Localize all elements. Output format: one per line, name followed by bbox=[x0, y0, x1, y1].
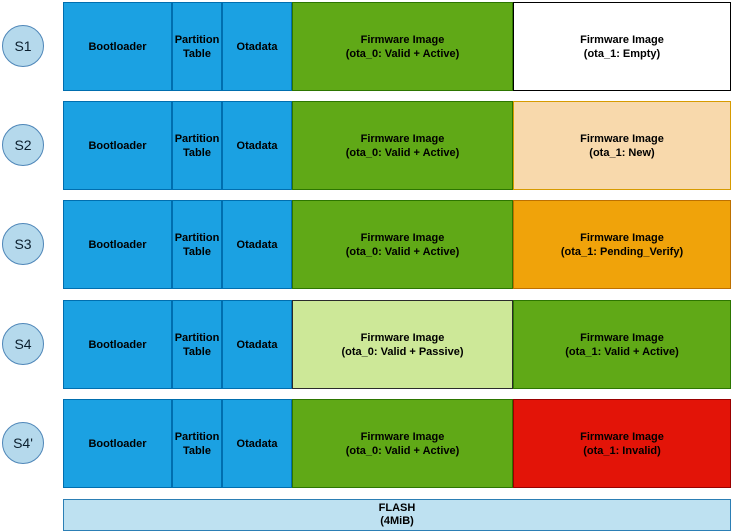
segment-label-line1: Otadata bbox=[236, 338, 278, 351]
segment-label-line2: Table bbox=[183, 146, 211, 159]
segment-label-line1: Partition bbox=[174, 430, 220, 443]
segment-label-line1: Firmware Image bbox=[580, 430, 664, 443]
segment-label-line1: Firmware Image bbox=[360, 331, 445, 344]
partition-table-segment: Partition Table bbox=[172, 2, 222, 91]
segment-label-line1: Otadata bbox=[236, 139, 278, 152]
segment-label-line2: Table bbox=[183, 345, 211, 358]
segment-label-line2: (ota_1: Invalid) bbox=[583, 444, 661, 457]
state-badge-s2: S2 bbox=[2, 124, 44, 166]
segment-label-line1: Firmware Image bbox=[360, 132, 445, 145]
firmware-ota0-segment: Firmware Image (ota_0: Valid + Passive) bbox=[292, 300, 513, 389]
segment-label-line2: (ota_0: Valid + Active) bbox=[345, 245, 460, 258]
flash-state-row-s4: Bootloader Partition Table Otadata Firmw… bbox=[63, 300, 731, 389]
segment-label-line1: Partition bbox=[174, 132, 220, 145]
segment-label-line1: Bootloader bbox=[88, 238, 147, 251]
flash-capacity-bar: FLASH (4MiB) bbox=[63, 499, 731, 531]
state-badge-s4: S4 bbox=[2, 323, 44, 365]
segment-label-line1: Firmware Image bbox=[360, 231, 445, 244]
otadata-segment: Otadata bbox=[222, 2, 292, 91]
flash-label-line2: (4MiB) bbox=[380, 515, 414, 527]
segment-label-line1: Bootloader bbox=[88, 139, 147, 152]
flash-state-row-s4-prime: Bootloader Partition Table Otadata Firmw… bbox=[63, 399, 731, 488]
bootloader-segment: Bootloader bbox=[63, 2, 172, 91]
segment-label-line1: Otadata bbox=[236, 238, 278, 251]
segment-label-line1: Partition bbox=[174, 33, 220, 46]
segment-label-line1: Bootloader bbox=[88, 338, 147, 351]
firmware-ota0-segment: Firmware Image (ota_0: Valid + Active) bbox=[292, 101, 513, 190]
firmware-ota1-segment: Firmware Image (ota_1: Invalid) bbox=[513, 399, 731, 488]
segment-label-line1: Bootloader bbox=[88, 40, 147, 53]
segment-label-line2: Table bbox=[183, 47, 211, 60]
bootloader-segment: Bootloader bbox=[63, 200, 172, 289]
firmware-ota1-segment: Firmware Image (ota_1: Empty) bbox=[513, 2, 731, 91]
partition-table-segment: Partition Table bbox=[172, 200, 222, 289]
bootloader-segment: Bootloader bbox=[63, 101, 172, 190]
flash-state-row-s3: Bootloader Partition Table Otadata Firmw… bbox=[63, 200, 731, 289]
state-badge-s4-prime: S4' bbox=[2, 422, 44, 464]
segment-label-line1: Firmware Image bbox=[360, 430, 445, 443]
firmware-ota0-segment: Firmware Image (ota_0: Valid + Active) bbox=[292, 2, 513, 91]
firmware-ota1-segment: Firmware Image (ota_1: Valid + Active) bbox=[513, 300, 731, 389]
segment-label-line2: Table bbox=[183, 444, 211, 457]
segment-label-line1: Firmware Image bbox=[580, 33, 664, 46]
segment-label-line2: (ota_0: Valid + Passive) bbox=[341, 345, 464, 358]
partition-table-segment: Partition Table bbox=[172, 399, 222, 488]
state-badge-s1: S1 bbox=[2, 25, 44, 67]
segment-label-line1: Otadata bbox=[236, 437, 278, 450]
segment-label-line1: Partition bbox=[174, 331, 220, 344]
segment-label-line2: (ota_0: Valid + Active) bbox=[345, 47, 460, 60]
otadata-segment: Otadata bbox=[222, 399, 292, 488]
segment-label-line2: (ota_0: Valid + Active) bbox=[345, 444, 460, 457]
firmware-ota0-segment: Firmware Image (ota_0: Valid + Active) bbox=[292, 200, 513, 289]
flash-state-row-s1: Bootloader Partition Table Otadata Firmw… bbox=[63, 2, 731, 91]
segment-label-line1: Firmware Image bbox=[580, 231, 664, 244]
segment-label-line2: (ota_1: New) bbox=[589, 146, 655, 159]
segment-label-line1: Otadata bbox=[236, 40, 278, 53]
segment-label-line1: Firmware Image bbox=[580, 331, 664, 344]
segment-label-line1: Firmware Image bbox=[580, 132, 664, 145]
bootloader-segment: Bootloader bbox=[63, 300, 172, 389]
otadata-segment: Otadata bbox=[222, 200, 292, 289]
firmware-ota0-segment: Firmware Image (ota_0: Valid + Active) bbox=[292, 399, 513, 488]
segment-label-line1: Bootloader bbox=[88, 437, 147, 450]
segment-label-line2: (ota_1: Empty) bbox=[583, 47, 661, 60]
partition-table-segment: Partition Table bbox=[172, 101, 222, 190]
flash-state-row-s2: Bootloader Partition Table Otadata Firmw… bbox=[63, 101, 731, 190]
segment-label-line1: Partition bbox=[174, 231, 220, 244]
segment-label-line2: (ota_1: Valid + Active) bbox=[565, 345, 679, 358]
firmware-ota1-segment: Firmware Image (ota_1: New) bbox=[513, 101, 731, 190]
partition-table-segment: Partition Table bbox=[172, 300, 222, 389]
segment-label-line2: (ota_1: Pending_Verify) bbox=[560, 245, 684, 258]
bootloader-segment: Bootloader bbox=[63, 399, 172, 488]
otadata-segment: Otadata bbox=[222, 101, 292, 190]
segment-label-line2: (ota_0: Valid + Active) bbox=[345, 146, 460, 159]
state-badge-s3: S3 bbox=[2, 223, 44, 265]
flash-label-line1: FLASH bbox=[378, 502, 416, 514]
segment-label-line1: Firmware Image bbox=[360, 33, 445, 46]
otadata-segment: Otadata bbox=[222, 300, 292, 389]
segment-label-line2: Table bbox=[183, 245, 211, 258]
firmware-ota1-segment: Firmware Image (ota_1: Pending_Verify) bbox=[513, 200, 731, 289]
